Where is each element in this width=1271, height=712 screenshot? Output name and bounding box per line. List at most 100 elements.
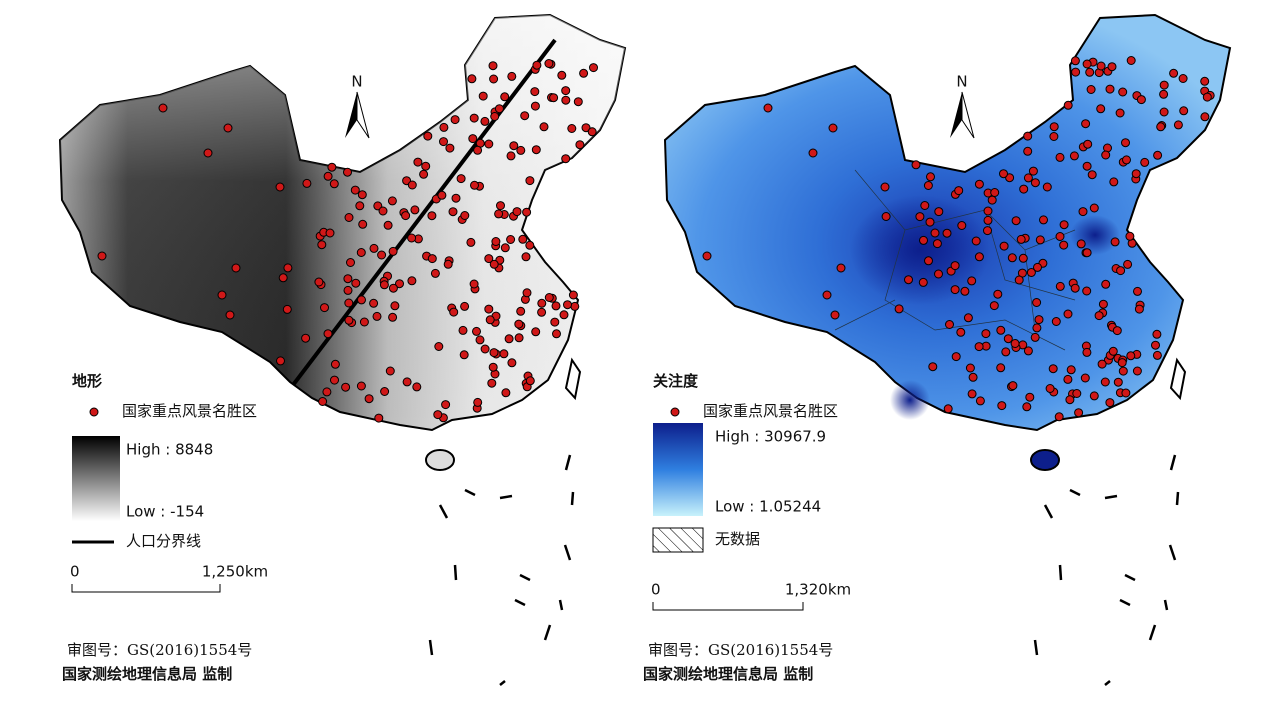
scenic-spot — [364, 394, 374, 404]
scenic-spot — [1051, 317, 1061, 326]
scenic-spot — [539, 122, 549, 132]
scenic-spot — [506, 235, 516, 244]
scenic-spot — [480, 344, 490, 354]
scenic-spot — [499, 349, 509, 359]
scenic-spot — [1126, 56, 1136, 65]
population-line — [291, 38, 557, 387]
scenic-spot — [344, 213, 354, 222]
scenic-spot — [950, 285, 960, 295]
scenic-spot — [1023, 346, 1033, 356]
scenic-spot — [1034, 315, 1044, 325]
legend-high: High : 8848 — [126, 441, 213, 459]
sea-islands — [1033, 454, 1180, 686]
scenic-spot — [1173, 120, 1183, 130]
scenic-spot — [1179, 106, 1189, 116]
scenic-spot — [1132, 366, 1142, 376]
scenic-spot — [960, 286, 970, 296]
scenic-spot — [1109, 177, 1119, 187]
scenic-spot — [1054, 412, 1064, 422]
scenic-spot — [472, 326, 481, 336]
scenic-spot — [561, 154, 571, 164]
north-label: N — [956, 73, 967, 91]
legend-high: High : 30967.9 — [715, 428, 826, 446]
scenic-spot — [387, 196, 397, 206]
scenic-spot — [355, 201, 365, 211]
taiwan — [564, 357, 582, 401]
scenic-spot — [330, 375, 339, 385]
scenic-spot — [763, 103, 773, 113]
north-arrow — [345, 92, 357, 138]
scenic-spot — [488, 362, 498, 372]
scenic-spot — [1035, 235, 1045, 245]
scenic-spot — [1065, 395, 1075, 405]
scenic-spot — [1089, 203, 1099, 213]
scenic-spot — [423, 131, 433, 141]
legend-ramp — [72, 436, 120, 521]
scenic-spot — [915, 212, 925, 222]
scenic-spot — [923, 181, 933, 190]
legend-low: Low : -154 — [126, 503, 204, 521]
scenic-spot — [469, 113, 479, 123]
scenic-spot — [388, 283, 398, 293]
scenic-spot — [496, 201, 505, 211]
north-arrow — [356, 91, 370, 139]
scenic-spot — [504, 334, 514, 344]
scenic-spot — [1059, 220, 1069, 230]
scenic-spot — [1032, 323, 1042, 333]
scenic-spot — [369, 298, 379, 308]
scenic-spot — [1110, 237, 1120, 247]
scenic-spot — [314, 277, 324, 287]
scenic-spot — [1076, 239, 1086, 249]
scenic-spot — [460, 211, 470, 220]
scenic-spot — [880, 182, 890, 192]
scenic-spot — [500, 243, 510, 253]
scenic-spot — [494, 209, 504, 219]
scenic-spot — [433, 410, 443, 420]
scenic-spot — [278, 273, 288, 283]
scenic-spot — [828, 123, 838, 133]
scenic-spot — [480, 116, 490, 126]
scenic-spot — [942, 228, 952, 238]
scenic-spot — [1019, 184, 1029, 194]
scale-end: 1,320km — [785, 581, 851, 599]
scenic-spot — [1121, 388, 1131, 398]
scenic-spot — [568, 290, 578, 300]
scenic-spot — [329, 179, 339, 189]
scenic-spot — [1039, 215, 1048, 225]
scenic-spot — [1122, 155, 1131, 165]
scenic-spot — [997, 401, 1007, 411]
scenic-spot — [407, 180, 417, 190]
scenic-spot — [390, 301, 400, 311]
scenic-spot — [282, 304, 292, 314]
scenic-spot — [427, 211, 437, 221]
scenic-spot — [1087, 170, 1097, 180]
legend-no-data-label: 无数据 — [715, 530, 760, 548]
scenic-spot — [378, 206, 388, 216]
scenic-spot — [473, 397, 483, 407]
scenic-spot — [1082, 347, 1092, 357]
scenic-spot — [441, 400, 451, 410]
scenic-spot — [1010, 339, 1020, 348]
scenic-spot — [1082, 286, 1092, 296]
scenic-spot — [951, 352, 961, 362]
scenic-spot — [581, 123, 591, 133]
scenic-spot — [301, 333, 311, 343]
scenic-spot — [930, 228, 940, 238]
scenic-spot — [507, 71, 517, 81]
scenic-spot — [203, 148, 213, 158]
scenic-spot — [1066, 365, 1076, 375]
scenic-spot — [1152, 329, 1162, 339]
scenic-spot — [318, 397, 328, 406]
scenic-spot — [275, 182, 285, 192]
scenic-spot — [990, 188, 1000, 197]
scenic-spot — [1159, 107, 1169, 117]
scenic-spot — [1074, 408, 1084, 418]
scenic-spot — [1101, 150, 1111, 160]
scenic-spot — [518, 234, 528, 244]
scenic-spot — [983, 206, 993, 216]
scenic-spot — [1001, 347, 1011, 357]
scenic-spot — [1108, 346, 1118, 356]
